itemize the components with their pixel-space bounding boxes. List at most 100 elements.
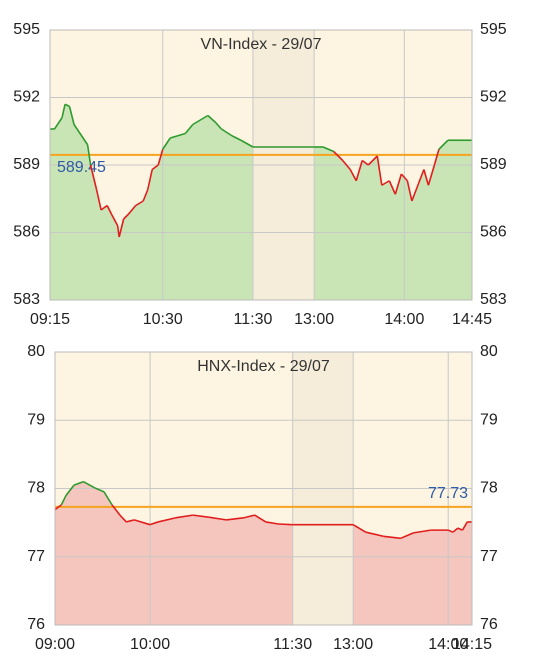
reference-label: 589.45 — [57, 159, 106, 176]
line-segment — [64, 103, 70, 108]
line-segment — [352, 523, 367, 533]
y-tick-label: 595 — [13, 21, 40, 38]
line-segment — [149, 521, 159, 526]
line-segment — [394, 173, 403, 195]
line-segment — [400, 532, 414, 540]
y-tick-label-right: 80 — [480, 343, 498, 360]
y-tick-label: 592 — [13, 89, 40, 106]
line-segment — [355, 160, 364, 181]
line-segment — [208, 516, 227, 521]
x-tick-label: 14:00 — [428, 636, 468, 653]
line-segment — [406, 180, 413, 202]
line-segment — [254, 514, 267, 523]
line-segment — [349, 169, 357, 182]
line-segment — [157, 517, 176, 523]
line-segment — [151, 164, 159, 171]
y-tick-label-right: 586 — [480, 224, 507, 241]
line-segment — [400, 173, 408, 182]
x-tick-label: 11:30 — [234, 311, 273, 328]
line-segment — [175, 514, 193, 519]
y-tick-label: 583 — [13, 291, 40, 308]
line-segment — [452, 527, 459, 533]
line-segment — [265, 521, 279, 525]
line-segment — [417, 169, 425, 186]
line-segment — [365, 531, 384, 538]
line-segment — [447, 529, 454, 533]
line-segment — [214, 121, 222, 130]
line-segment — [388, 180, 397, 195]
line-segment — [106, 205, 113, 215]
line-segment — [111, 504, 121, 516]
line-segment — [413, 529, 431, 534]
area-fill — [314, 140, 472, 300]
y-tick-label-right: 79 — [480, 411, 498, 428]
x-tick-label: 10:30 — [143, 311, 183, 328]
plot-frame — [49, 29, 473, 301]
x-tick-label: 14:15 — [452, 636, 492, 653]
line-segment — [53, 117, 63, 130]
y-tick-label-right: 589 — [480, 156, 507, 173]
line-segment — [103, 491, 113, 506]
line-segment — [322, 146, 335, 153]
line-segment — [170, 134, 179, 139]
x-tick-label: 14:00 — [384, 311, 424, 328]
line-segment — [61, 104, 66, 118]
line-segment — [423, 169, 430, 186]
line-segment — [94, 487, 105, 493]
line-segment — [60, 494, 67, 506]
line-segment — [199, 114, 209, 121]
line-segment — [226, 517, 244, 521]
x-tick-label: 13:00 — [294, 311, 334, 328]
y-tick-label-right: 76 — [480, 616, 498, 633]
y-tick-label: 589 — [13, 156, 40, 173]
line-segment — [184, 123, 194, 135]
area-fill — [55, 481, 293, 625]
line-segment — [146, 169, 154, 190]
line-segment — [438, 139, 449, 150]
plot-frame — [54, 351, 473, 626]
line-segment — [65, 484, 75, 496]
y-tick-label-right: 583 — [480, 291, 507, 308]
line-segment — [133, 519, 151, 526]
line-segment — [433, 149, 440, 166]
y-tick-label-right: 595 — [480, 21, 507, 38]
line-segment — [73, 124, 83, 137]
line-segment — [86, 144, 92, 166]
line-segment — [118, 218, 125, 238]
y-tick-label: 76 — [27, 616, 45, 633]
x-tick-label: 10:00 — [130, 636, 170, 653]
chart-title: HNX-Index - 29/07 — [197, 358, 330, 375]
y-tick-label-right: 78 — [480, 480, 498, 497]
line-segment — [68, 106, 75, 125]
x-tick-label: 09:15 — [30, 311, 70, 328]
line-segment — [73, 480, 84, 486]
line-segment — [192, 514, 209, 518]
line-segment — [157, 149, 164, 166]
line-segment — [367, 155, 378, 166]
line-segment — [127, 204, 137, 216]
line-segment — [162, 137, 171, 150]
line-segment — [342, 159, 351, 171]
line-segment — [461, 521, 468, 531]
line-segment — [80, 135, 89, 146]
area-fill — [353, 521, 472, 625]
line-segment — [177, 132, 186, 137]
line-segment — [411, 184, 419, 202]
line-segment — [83, 480, 96, 489]
line-segment — [119, 514, 127, 523]
line-segment — [457, 527, 463, 531]
line-segment — [54, 504, 62, 511]
line-segment — [383, 535, 401, 540]
y-tick-label-right: 77 — [480, 548, 498, 565]
y-tick-label: 80 — [27, 343, 45, 360]
x-tick-label: 14:45 — [452, 311, 492, 328]
line-segment — [135, 200, 144, 207]
line-segment — [192, 119, 201, 126]
reference-label: 77.73 — [428, 485, 468, 502]
x-tick-label: 13:00 — [333, 636, 373, 653]
line-segment — [220, 128, 233, 137]
line-segment — [376, 155, 383, 186]
line-segment — [240, 139, 254, 148]
